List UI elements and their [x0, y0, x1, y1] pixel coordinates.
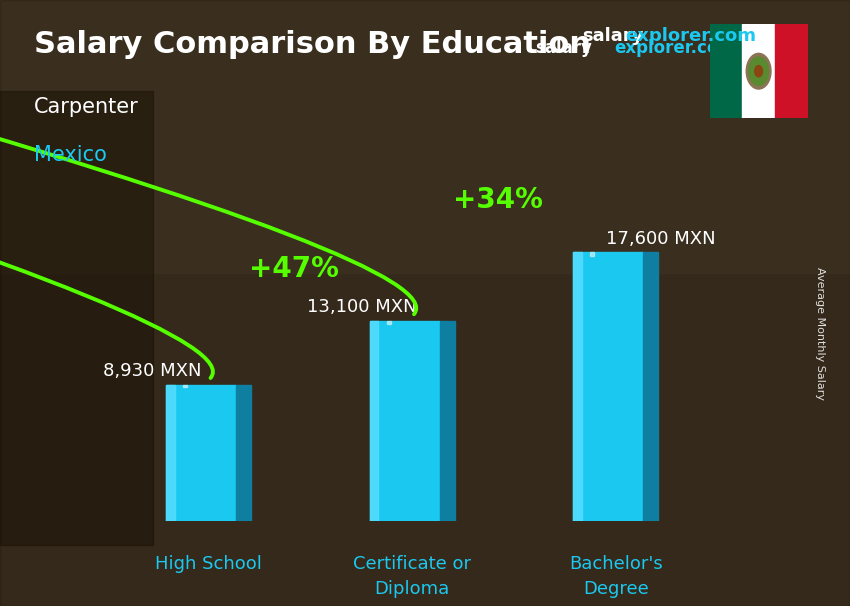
Bar: [0, 36, 850, 48]
Bar: [166, 385, 236, 521]
Text: Average Monthly Salary: Average Monthly Salary: [815, 267, 825, 400]
Text: Carpenter: Carpenter: [34, 97, 139, 117]
Bar: [166, 385, 174, 521]
Text: Salary Comparison By Education: Salary Comparison By Education: [34, 30, 591, 59]
Bar: [0, 230, 850, 242]
Bar: [0, 594, 850, 606]
Text: 8,930 MXN: 8,930 MXN: [103, 362, 201, 380]
Bar: [0, 91, 153, 545]
Bar: [0, 279, 850, 291]
Bar: [0, 0, 850, 273]
Bar: [0, 351, 850, 364]
Bar: [0, 400, 850, 412]
Text: explorer.com: explorer.com: [626, 27, 756, 45]
Bar: [370, 321, 439, 521]
Bar: [0, 12, 850, 24]
Bar: [573, 252, 643, 521]
Bar: [439, 321, 455, 521]
Text: Bachelor's
Degree: Bachelor's Degree: [569, 554, 663, 598]
Bar: [0, 448, 850, 461]
Bar: [0, 497, 850, 509]
Text: 13,100 MXN: 13,100 MXN: [307, 298, 416, 316]
Bar: [0, 570, 850, 582]
Bar: [0, 133, 850, 145]
Circle shape: [755, 65, 762, 77]
Circle shape: [749, 57, 768, 85]
Bar: [710, 24, 742, 118]
Bar: [0, 255, 850, 267]
Bar: [0, 545, 850, 558]
Bar: [387, 321, 391, 324]
Bar: [0, 109, 850, 121]
Bar: [0, 182, 850, 194]
Bar: [236, 385, 252, 521]
Bar: [590, 252, 594, 256]
Bar: [573, 252, 581, 521]
Bar: [0, 158, 850, 170]
Text: +47%: +47%: [249, 255, 339, 283]
Bar: [0, 85, 850, 97]
Text: 17,600 MXN: 17,600 MXN: [606, 230, 716, 248]
Text: Mexico: Mexico: [34, 145, 107, 165]
Bar: [0, 521, 850, 533]
Bar: [0, 327, 850, 339]
Bar: [370, 321, 378, 521]
Bar: [183, 385, 187, 387]
Text: Certificate or
Diploma: Certificate or Diploma: [354, 554, 471, 598]
Bar: [643, 252, 659, 521]
Text: explorer.com: explorer.com: [614, 39, 736, 58]
Text: salary: salary: [582, 27, 643, 45]
Bar: [775, 24, 808, 118]
Bar: [742, 24, 775, 118]
Circle shape: [746, 53, 771, 89]
Bar: [0, 473, 850, 485]
Text: High School: High School: [156, 554, 262, 573]
Text: +34%: +34%: [453, 186, 542, 214]
Text: salary: salary: [536, 39, 592, 58]
Bar: [0, 376, 850, 388]
Bar: [0, 424, 850, 436]
Bar: [0, 303, 850, 315]
Bar: [0, 206, 850, 218]
Bar: [0, 61, 850, 73]
